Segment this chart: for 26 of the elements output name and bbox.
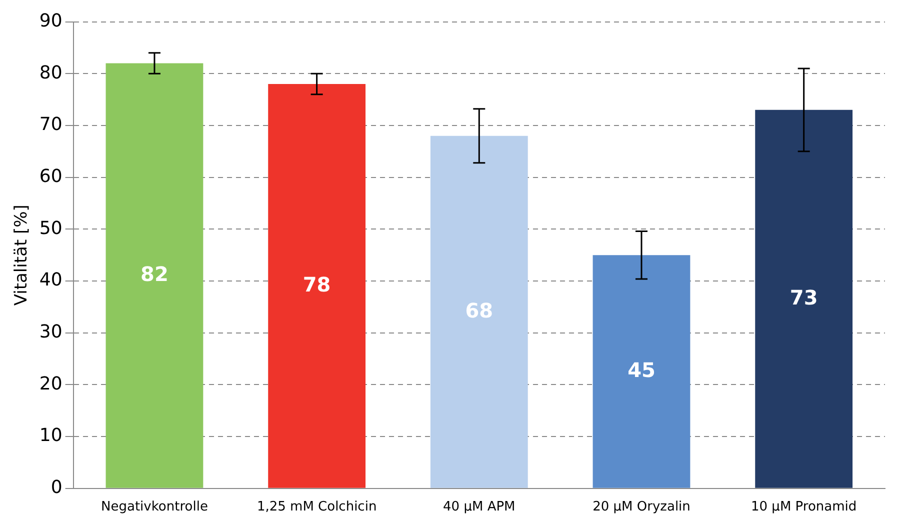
- data-label: 45: [628, 358, 656, 382]
- y-tick-label: 40: [39, 270, 62, 291]
- data-label: 82: [140, 262, 168, 286]
- y-tick-label: 20: [39, 373, 62, 394]
- bar: [755, 110, 853, 488]
- y-tick-label: 10: [39, 425, 62, 446]
- y-tick-label: 30: [39, 322, 62, 343]
- y-tick-label: 80: [39, 62, 62, 84]
- y-tick-label: 90: [39, 10, 62, 32]
- y-axis-title: Vitalität [%]: [12, 204, 32, 306]
- y-tick-label: 0: [50, 477, 62, 498]
- x-tick-label: Negativkontrolle: [101, 500, 208, 515]
- bar: [106, 63, 204, 488]
- data-label: 73: [790, 285, 818, 310]
- x-tick-label: 40 µM APM: [443, 500, 516, 515]
- data-label: 68: [465, 298, 494, 322]
- y-tick-label: 50: [39, 218, 62, 239]
- bar: [268, 84, 366, 488]
- y-tick-label: 70: [39, 114, 62, 136]
- bar: [430, 136, 528, 488]
- data-label: 78: [302, 272, 331, 296]
- bar: [592, 255, 690, 488]
- x-tick-label: 10 µM Pronamid: [751, 500, 857, 515]
- x-tick-label: 1,25 mM Colchicin: [256, 500, 377, 515]
- y-tick-label: 60: [39, 166, 62, 188]
- x-tick-label: 20 µM Oryzalin: [592, 500, 690, 515]
